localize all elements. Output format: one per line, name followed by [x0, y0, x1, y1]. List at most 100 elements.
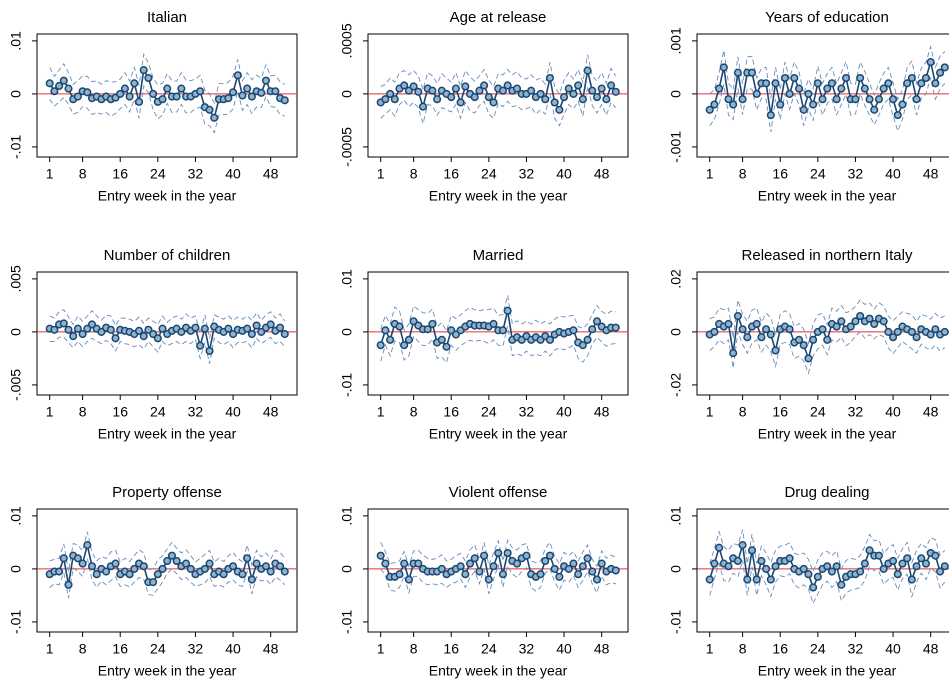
- ci-upper: [709, 529, 946, 573]
- estimate-marker: [865, 95, 874, 104]
- x-tick-label: 48: [594, 166, 610, 182]
- estimate-marker: [597, 559, 606, 568]
- estimate-marker: [724, 95, 733, 104]
- ci-lower: [49, 336, 286, 364]
- y-tick-label: -.01: [668, 610, 684, 634]
- estimate-marker: [884, 327, 893, 336]
- estimate-marker: [144, 73, 153, 83]
- y-tick-label: 0: [668, 328, 684, 336]
- estimate-marker: [186, 564, 195, 573]
- estimate-marker: [196, 87, 205, 96]
- x-tick-label: 32: [848, 641, 864, 657]
- estimate-marker: [921, 73, 931, 83]
- estimate-marker: [856, 73, 865, 83]
- estimate-marker: [512, 559, 522, 568]
- estimate-marker: [522, 551, 531, 560]
- estimate-marker: [856, 567, 865, 576]
- estimate-marker: [710, 100, 719, 109]
- x-tick-label: 40: [885, 166, 901, 182]
- estimate-marker: [102, 567, 111, 576]
- estimate-marker: [780, 73, 789, 83]
- estimate-marker: [729, 100, 738, 109]
- ci-lower: [380, 563, 616, 595]
- estimate-marker: [752, 575, 761, 584]
- estimate-marker: [238, 91, 247, 100]
- x-tick-label: 24: [810, 404, 826, 420]
- estimate-marker: [771, 562, 780, 571]
- estimate-marker: [827, 79, 836, 88]
- x-axis-label: Entry week in the year: [429, 188, 568, 204]
- estimate-marker: [719, 63, 728, 72]
- x-tick-label: 1: [706, 404, 714, 420]
- estimate-marker: [813, 572, 822, 581]
- estimate-marker: [729, 349, 738, 358]
- estimate-marker: [823, 84, 832, 93]
- estimate-marker: [433, 95, 442, 104]
- estimate-marker: [757, 556, 766, 566]
- x-tick-label: 1: [46, 166, 54, 182]
- estimate-marker: [912, 95, 921, 104]
- estimate-marker: [395, 570, 404, 579]
- estimate-marker: [879, 564, 888, 573]
- estimate-marker: [705, 575, 714, 584]
- estimate-marker: [809, 583, 818, 592]
- estimate-marker: [607, 81, 616, 90]
- estimate-marker: [931, 79, 940, 88]
- estimate-marker: [475, 86, 484, 95]
- estimate-marker: [120, 84, 129, 93]
- estimate-marker: [903, 79, 912, 88]
- estimate-marker: [926, 58, 935, 67]
- estimate-marker: [837, 580, 846, 589]
- estimate-marker: [390, 95, 399, 104]
- estimate-marker: [752, 319, 761, 329]
- estimate-marker: [64, 325, 73, 334]
- estimate-marker: [167, 551, 176, 560]
- estimate-marker: [447, 93, 456, 102]
- estimate-marker: [545, 73, 555, 83]
- estimate-marker: [837, 317, 846, 326]
- estimate-marker: [106, 325, 115, 334]
- estimate-marker: [940, 327, 949, 336]
- estimate-marker: [757, 333, 766, 342]
- x-tick-label: 1: [377, 166, 385, 182]
- estimate-marker: [229, 562, 238, 571]
- x-tick-label: 16: [443, 166, 459, 182]
- y-tick-label: .01: [8, 31, 24, 51]
- estimate-marker: [243, 324, 252, 333]
- x-axis-label: Entry week in the year: [758, 426, 897, 442]
- estimate-marker: [78, 559, 87, 568]
- estimate-marker: [451, 84, 460, 93]
- estimate-marker: [550, 98, 559, 107]
- x-tick-label: 16: [443, 404, 459, 420]
- estimate-marker: [139, 332, 148, 341]
- estimate-marker: [569, 326, 578, 335]
- estimate-marker: [111, 334, 120, 343]
- estimate-marker: [238, 570, 247, 579]
- panel: Released in northern Italy Entry week in …: [668, 247, 949, 442]
- estimate-marker: [592, 575, 602, 584]
- estimate-marker: [611, 566, 620, 575]
- panel-title: Age at release: [450, 9, 547, 26]
- estimate-marker: [456, 562, 465, 571]
- panel-title: Property offense: [112, 484, 222, 501]
- x-tick-label: 24: [481, 166, 497, 182]
- estimate-marker: [907, 73, 916, 83]
- estimate-marker: [738, 95, 747, 104]
- estimate-marker: [73, 92, 82, 101]
- x-tick-label: 8: [410, 166, 418, 182]
- estimate-marker: [480, 551, 489, 560]
- estimate-marker: [569, 89, 578, 98]
- x-axis-label: Entry week in the year: [758, 188, 897, 204]
- estimate-marker: [743, 333, 752, 342]
- estimate-marker: [541, 95, 550, 104]
- estimate-marker: [818, 325, 827, 334]
- y-tick-label: -.01: [8, 610, 24, 634]
- panel-title: Number of children: [104, 247, 231, 264]
- estimate-marker: [574, 570, 583, 579]
- estimate-marker: [578, 95, 587, 104]
- estimate-marker: [400, 341, 409, 350]
- estimate-marker: [437, 335, 446, 344]
- estimate-marker: [400, 559, 409, 568]
- estimate-marker: [804, 354, 813, 363]
- estimate-marker: [461, 570, 470, 579]
